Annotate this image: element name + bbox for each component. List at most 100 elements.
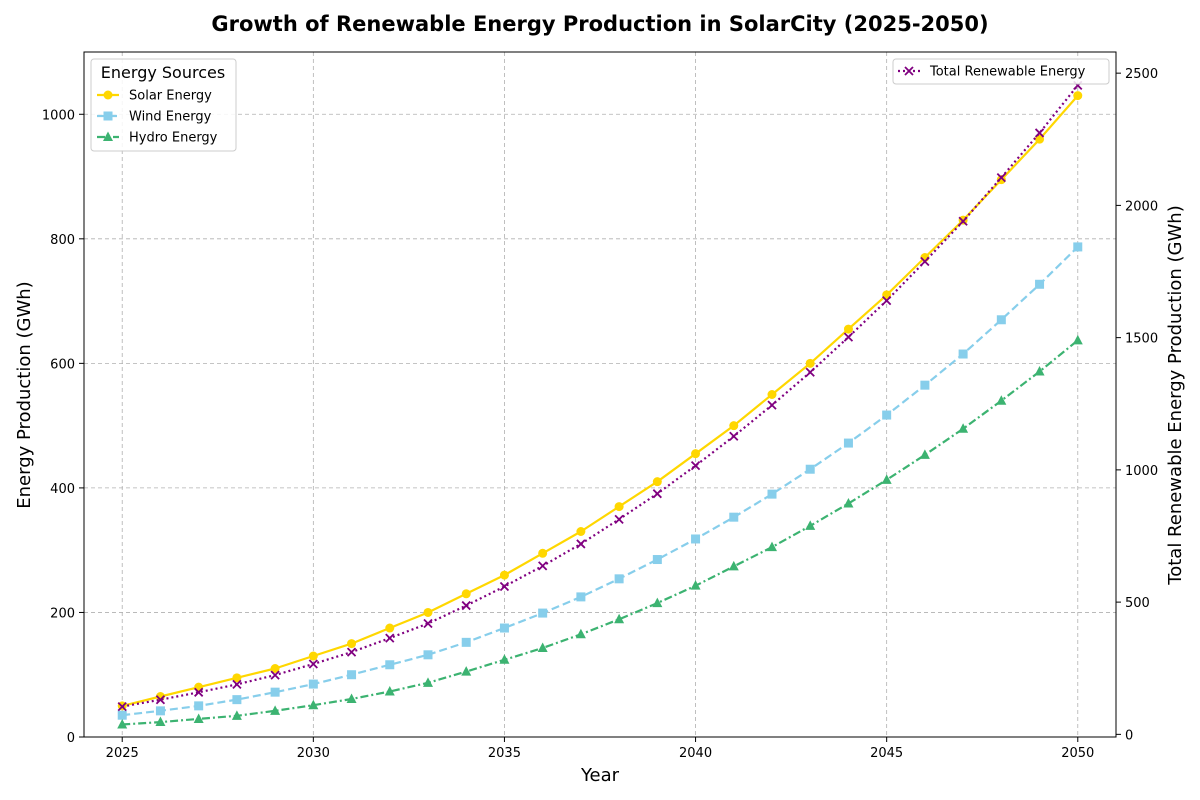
legend-title: Energy Sources xyxy=(101,63,225,82)
data-point xyxy=(232,679,242,690)
series-line xyxy=(122,246,1079,717)
plot-frame xyxy=(83,51,1117,738)
data-point xyxy=(538,548,548,558)
legend-item-total-renewable-energy: Total Renewable Energy xyxy=(898,65,1086,80)
data-point xyxy=(538,608,548,618)
x-tick-label: 2045 xyxy=(870,746,903,761)
legend-item-hydro-energy: Hydro Energy xyxy=(97,131,218,146)
chart-title: Growth of Renewable Energy Production in… xyxy=(211,12,988,36)
legend-total: Total Renewable Energy xyxy=(892,58,1110,85)
data-point xyxy=(958,349,968,359)
legend-marker xyxy=(103,131,113,141)
data-point xyxy=(461,637,471,647)
series-total-renewable-energy xyxy=(117,80,1083,712)
data-point xyxy=(423,618,433,629)
data-point xyxy=(881,474,892,484)
x-tick-label: 2025 xyxy=(106,746,139,761)
series-layer xyxy=(117,80,1083,729)
data-point xyxy=(308,679,318,689)
data-point xyxy=(538,561,548,571)
x-axis: 2025 2030 2035 2040 2045 2050 xyxy=(106,737,1094,761)
data-point xyxy=(919,449,930,459)
data-point xyxy=(270,705,281,715)
data-point xyxy=(1035,134,1045,144)
data-point xyxy=(385,633,395,643)
data-point xyxy=(499,581,510,592)
y2-axis-label: Total Renewable Energy Production (GWh) xyxy=(1165,205,1186,585)
data-point xyxy=(385,660,395,670)
data-point xyxy=(155,716,166,727)
data-point xyxy=(614,613,625,624)
series-hydro-energy xyxy=(117,334,1083,729)
data-point xyxy=(652,555,662,565)
data-point xyxy=(1073,242,1083,252)
data-point xyxy=(461,589,471,599)
data-point xyxy=(882,410,892,420)
data-point xyxy=(499,623,509,633)
data-point xyxy=(308,659,318,669)
data-point xyxy=(843,438,853,448)
y-tick-label: 1000 xyxy=(42,108,75,123)
data-point xyxy=(117,710,127,720)
data-point xyxy=(117,701,127,712)
data-point xyxy=(691,534,701,544)
data-point xyxy=(461,600,471,611)
data-point xyxy=(614,574,624,584)
x-tick-label: 2040 xyxy=(679,746,712,761)
data-point xyxy=(1035,279,1045,289)
x-axis-label: Year xyxy=(580,765,620,786)
legend-label: Total Renewable Energy xyxy=(929,65,1086,80)
data-point xyxy=(423,677,433,687)
legend-energy-sources: Energy Sources Solar Energy Wind Energy Hy… xyxy=(90,58,237,152)
y-axis-label: Energy Production (GWh) xyxy=(14,281,35,508)
data-point xyxy=(996,395,1007,405)
series-wind-energy xyxy=(117,242,1083,720)
data-point xyxy=(614,502,624,512)
series-solar-energy xyxy=(117,91,1083,711)
y-tick-label: 600 xyxy=(50,357,75,372)
data-point xyxy=(576,527,586,536)
data-point xyxy=(308,651,318,661)
data-point xyxy=(346,693,357,704)
legend-marker xyxy=(103,111,113,121)
series-line xyxy=(122,84,1079,708)
legend-label: Hydro Energy xyxy=(129,131,218,146)
data-point xyxy=(232,673,242,683)
data-point xyxy=(1034,365,1045,376)
legend-label: Wind Energy xyxy=(129,110,212,125)
data-point xyxy=(308,699,319,710)
y-tick-label: 400 xyxy=(50,482,75,497)
series-line xyxy=(121,94,1079,707)
data-point xyxy=(996,175,1006,185)
data-point xyxy=(767,541,777,552)
legend-marker xyxy=(904,66,914,76)
data-point xyxy=(385,623,395,633)
data-point xyxy=(920,380,930,390)
data-point xyxy=(614,514,624,524)
x-tick-label: 2050 xyxy=(1061,746,1094,761)
x-tick-label: 2035 xyxy=(488,746,521,761)
y2-tick-label: 1500 xyxy=(1125,332,1158,347)
data-point xyxy=(729,421,739,431)
data-point xyxy=(347,670,357,680)
data-point xyxy=(691,449,701,459)
data-point xyxy=(194,701,204,711)
data-point xyxy=(423,607,433,617)
data-point xyxy=(155,695,166,705)
data-point xyxy=(155,706,165,716)
legend-box xyxy=(892,58,1110,85)
grid xyxy=(84,52,1116,738)
data-point xyxy=(270,687,280,697)
y2-tick-label: 1000 xyxy=(1125,464,1158,479)
data-point xyxy=(537,642,548,652)
data-point xyxy=(729,512,739,522)
legend-label: Solar Energy xyxy=(129,89,212,104)
y2-tick-label: 2500 xyxy=(1125,67,1158,82)
data-point xyxy=(384,686,395,696)
y-axis-right: 0 500 1000 1500 2000 2500 xyxy=(1116,67,1158,743)
y2-tick-label: 2000 xyxy=(1125,199,1158,214)
data-point xyxy=(996,315,1006,325)
data-point xyxy=(575,628,586,639)
data-point xyxy=(728,560,739,571)
